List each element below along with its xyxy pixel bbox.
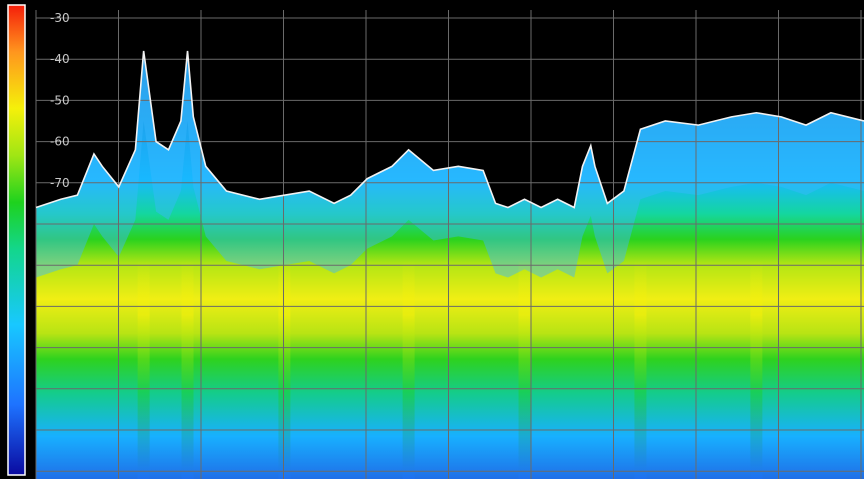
- y-tick-label: -70: [50, 176, 70, 190]
- signal-ridge: [137, 260, 150, 479]
- y-tick-label: -60: [50, 135, 70, 149]
- signal-ridge: [278, 260, 291, 479]
- y-tick-label: -30: [50, 11, 70, 25]
- signal-ridge: [518, 260, 531, 479]
- signal-ridge: [750, 260, 763, 479]
- y-tick-label: -40: [50, 52, 70, 66]
- y-tick-label: -50: [50, 93, 70, 107]
- signal-ridge: [181, 260, 194, 479]
- y-axis-ticks: -30 -40 -50 -60 -70: [50, 11, 70, 190]
- color-scale-bar: [7, 4, 26, 476]
- signal-ridge: [402, 260, 415, 479]
- grid: [35, 10, 864, 479]
- signal-ridge: [634, 260, 647, 479]
- density-haze: [36, 50, 864, 278]
- max-hold-trace: [35, 50, 864, 209]
